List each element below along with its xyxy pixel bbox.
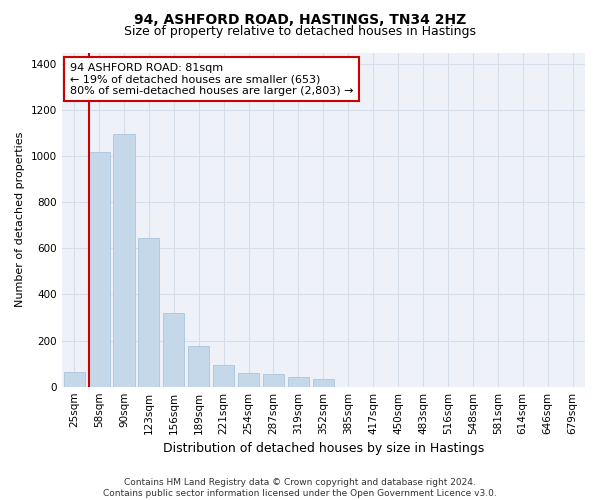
Bar [313, 378, 334, 386]
Bar [238, 373, 259, 386]
Y-axis label: Number of detached properties: Number of detached properties [15, 132, 25, 308]
X-axis label: Distribution of detached houses by size in Hastings: Distribution of detached houses by size … [163, 442, 484, 455]
Text: 94, ASHFORD ROAD, HASTINGS, TN34 2HZ: 94, ASHFORD ROAD, HASTINGS, TN34 2HZ [134, 12, 466, 26]
Bar [288, 378, 309, 386]
Bar [113, 134, 134, 386]
Text: Size of property relative to detached houses in Hastings: Size of property relative to detached ho… [124, 25, 476, 38]
Bar [163, 313, 184, 386]
Text: Contains HM Land Registry data © Crown copyright and database right 2024.
Contai: Contains HM Land Registry data © Crown c… [103, 478, 497, 498]
Bar [188, 346, 209, 387]
Bar [263, 374, 284, 386]
Bar [88, 152, 110, 386]
Bar [64, 372, 85, 386]
Bar [138, 238, 160, 386]
Text: 94 ASHFORD ROAD: 81sqm
← 19% of detached houses are smaller (653)
80% of semi-de: 94 ASHFORD ROAD: 81sqm ← 19% of detached… [70, 62, 353, 96]
Bar [213, 365, 234, 386]
